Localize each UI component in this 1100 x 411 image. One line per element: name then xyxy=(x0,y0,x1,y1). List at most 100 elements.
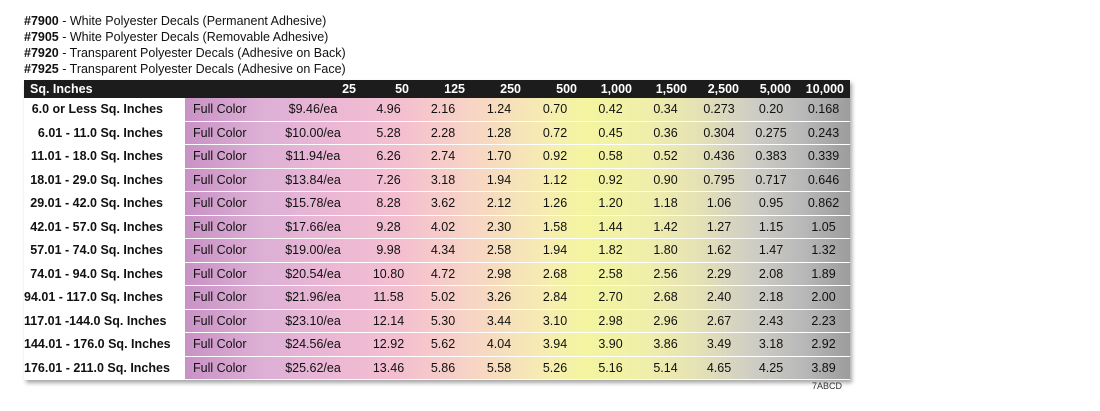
price-cell: 0.95 xyxy=(745,191,797,216)
table-row: 29.01 - 42.0 Sq. Inches Full Color $15.78/… xyxy=(24,191,850,216)
price-cell: 3.94 xyxy=(527,332,583,357)
price-cell: 1.80 xyxy=(638,238,693,263)
product-list-heading: #7900 - White Polyester Decals (Permanen… xyxy=(24,13,346,77)
price-cell: 2.30 xyxy=(471,215,527,239)
price-cell: 2.00 xyxy=(797,285,850,310)
price-cell: 0.168 xyxy=(797,98,850,122)
price-cell: 1.15 xyxy=(745,215,797,239)
price-cell: $10.00/ea xyxy=(264,121,362,145)
price-cell: 1.24 xyxy=(471,98,527,122)
price-cell: 0.34 xyxy=(638,98,693,122)
price-cell: 2.70 xyxy=(583,285,638,310)
price-cell: 0.20 xyxy=(745,98,797,122)
price-cell: 0.45 xyxy=(583,121,638,145)
price-cell: 1.82 xyxy=(583,238,638,263)
price-cell: 3.44 xyxy=(471,309,527,333)
price-cell: 1.28 xyxy=(471,121,527,145)
column-header-qty: 250 xyxy=(471,80,527,98)
print-type-cell: Full Color xyxy=(185,168,264,192)
price-cell: 1.26 xyxy=(527,191,583,216)
price-cell: 5.58 xyxy=(471,356,527,380)
price-cell: $19.00/ea xyxy=(264,238,362,263)
column-header-qty: 5,000 xyxy=(745,80,797,98)
size-range-cell: 11.01 - 18.0 Sq. Inches xyxy=(24,144,185,169)
price-cell: 2.18 xyxy=(745,285,797,310)
size-range-cell: 57.01 - 74.0 Sq. Inches xyxy=(24,238,185,263)
price-cell: 9.98 xyxy=(362,238,415,263)
size-range-cell: 176.01 - 211.0 Sq. Inches xyxy=(24,356,185,380)
price-cell: 1.18 xyxy=(638,191,693,216)
size-range-cell: 18.01 - 29.0 Sq. Inches xyxy=(24,168,185,192)
price-cell: 3.10 xyxy=(527,309,583,333)
size-range-cell: 74.01 - 94.0 Sq. Inches xyxy=(24,262,185,286)
price-cell: 2.84 xyxy=(527,285,583,310)
price-cell: 2.98 xyxy=(471,262,527,286)
price-cell: 1.62 xyxy=(693,238,745,263)
price-cell: 0.92 xyxy=(583,168,638,192)
catalog-code: 7ABCD xyxy=(812,381,843,391)
price-cell: 3.26 xyxy=(471,285,527,310)
price-cell: 13.46 xyxy=(362,356,415,380)
price-cell: 0.72 xyxy=(527,121,583,145)
price-cell: 0.243 xyxy=(797,121,850,145)
price-cell: 1.94 xyxy=(527,238,583,263)
print-type-cell: Full Color xyxy=(185,285,264,310)
column-header-qty: 50 xyxy=(362,80,415,98)
price-cell: 2.68 xyxy=(638,285,693,310)
table-row: 74.01 - 94.0 Sq. Inches Full Color $20.54/… xyxy=(24,262,850,286)
column-header-qty: 125 xyxy=(415,80,471,98)
price-cell: 2.74 xyxy=(415,144,471,169)
table-row: 6.01 - 11.0 Sq. Inches Full Color $10.00/e… xyxy=(24,121,850,145)
product-description: - White Polyester Decals (Permanent Adhe… xyxy=(58,14,327,28)
price-cell: 2.96 xyxy=(638,309,693,333)
column-header-qty: 25 xyxy=(264,80,362,98)
price-cell: 2.43 xyxy=(745,309,797,333)
size-range-cell: 6.0 or Less Sq. Inches xyxy=(24,98,185,122)
price-cell: $21.96/ea xyxy=(264,285,362,310)
price-cell: $25.62/ea xyxy=(264,356,362,380)
price-cell: $9.46/ea xyxy=(264,98,362,122)
price-cell: $11.94/ea xyxy=(264,144,362,169)
price-cell: 1.58 xyxy=(527,215,583,239)
price-cell: 2.23 xyxy=(797,309,850,333)
price-table: Sq. Inches 25 50 125 250 500 1,000 1,500… xyxy=(24,80,850,380)
price-cell: 2.67 xyxy=(693,309,745,333)
price-cell: 9.28 xyxy=(362,215,415,239)
price-cell: 3.18 xyxy=(745,332,797,357)
price-cell: 0.304 xyxy=(693,121,745,145)
price-cell: 2.56 xyxy=(638,262,693,286)
table-row: 42.01 - 57.0 Sq. Inches Full Color $17.66/… xyxy=(24,215,850,239)
price-cell: 5.28 xyxy=(362,121,415,145)
price-table-body: 6.0 or Less Sq. Inches Full Color $9.46/ea… xyxy=(24,98,850,380)
price-cell: 3.89 xyxy=(797,356,850,380)
price-cell: 4.25 xyxy=(745,356,797,380)
price-cell: 0.90 xyxy=(638,168,693,192)
price-cell: 2.40 xyxy=(693,285,745,310)
price-cell: 0.436 xyxy=(693,144,745,169)
price-cell: 10.80 xyxy=(362,262,415,286)
product-line: #7900 - White Polyester Decals (Permanen… xyxy=(24,13,346,29)
price-cell: 3.86 xyxy=(638,332,693,357)
price-cell: 5.26 xyxy=(527,356,583,380)
price-cell: 1.70 xyxy=(471,144,527,169)
price-cell: 5.02 xyxy=(415,285,471,310)
price-cell: 1.44 xyxy=(583,215,638,239)
print-type-cell: Full Color xyxy=(185,262,264,286)
price-cell: $20.54/ea xyxy=(264,262,362,286)
price-cell: 3.90 xyxy=(583,332,638,357)
product-code: #7920 xyxy=(24,46,59,60)
price-cell: 2.16 xyxy=(415,98,471,122)
size-range-cell: 117.01 -144.0 Sq. Inches xyxy=(24,309,185,333)
size-range-cell: 42.01 - 57.0 Sq. Inches xyxy=(24,215,185,239)
print-type-cell: Full Color xyxy=(185,332,264,357)
price-cell: 0.339 xyxy=(797,144,850,169)
print-type-cell: Full Color xyxy=(185,215,264,239)
column-header-qty: 2,500 xyxy=(693,80,745,98)
price-cell: 2.68 xyxy=(527,262,583,286)
print-type-cell: Full Color xyxy=(185,356,264,380)
product-line: #7920 - Transparent Polyester Decals (Ad… xyxy=(24,45,346,61)
price-cell: 5.16 xyxy=(583,356,638,380)
price-cell: 1.94 xyxy=(471,168,527,192)
table-row: 11.01 - 18.0 Sq. Inches Full Color $11.94/… xyxy=(24,144,850,169)
table-row: 57.01 - 74.0 Sq. Inches Full Color $19.00/… xyxy=(24,238,850,263)
